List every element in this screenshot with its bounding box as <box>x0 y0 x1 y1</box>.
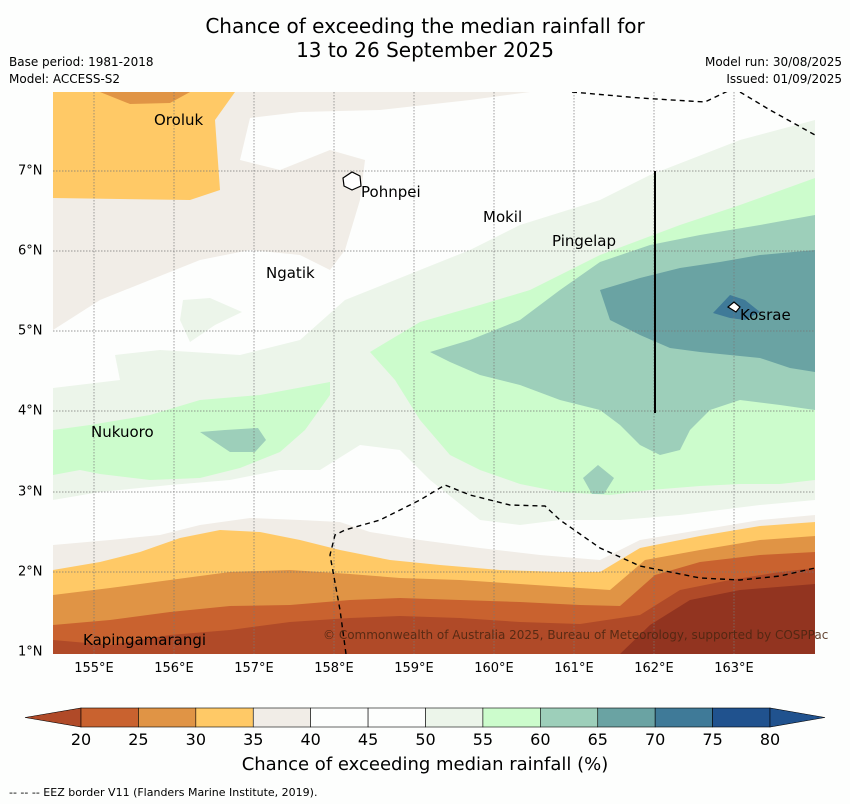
band-60-west <box>53 382 330 480</box>
colorbar-tick: 75 <box>702 730 723 749</box>
colorbar-swatch <box>597 707 656 728</box>
colorbar-swatch <box>367 707 426 728</box>
copyright: © Commonwealth of Australia 2025, Bureau… <box>323 628 829 642</box>
place-label: Oroluk <box>154 111 204 129</box>
pohnpei-island <box>342 171 362 191</box>
y-tick: 5°N <box>18 323 43 339</box>
colorbar-swatch <box>712 707 771 728</box>
grid-lines <box>53 92 815 654</box>
y-tick: 4°N <box>18 403 43 419</box>
band-35-top <box>53 92 235 200</box>
place-label: Pingelap <box>552 232 617 250</box>
colorbar-tick: 60 <box>530 730 551 749</box>
band-15-south <box>620 584 815 654</box>
colorbar-swatch <box>138 707 197 728</box>
y-tick: 6°N <box>18 243 43 259</box>
colorbar-tick: 35 <box>243 730 264 749</box>
colorbar-tick: 45 <box>357 730 379 749</box>
colorbar-tick: 25 <box>128 730 149 749</box>
x-tick: 158°E <box>314 661 354 676</box>
colorbar-tick: 80 <box>759 730 781 749</box>
band-70 <box>600 250 815 372</box>
place-label: Mokil <box>483 208 523 226</box>
colorbar-tick: 30 <box>185 730 207 749</box>
kosrae-island <box>726 301 741 313</box>
title-line-1: Chance of exceeding the median rainfall … <box>205 14 645 38</box>
colorbar-tick: 70 <box>644 730 666 749</box>
colorbar-arrow-low <box>24 707 82 728</box>
colorbar-swatch <box>540 707 599 728</box>
x-tick: 157°E <box>234 661 274 676</box>
colorbar-swatch <box>80 707 139 728</box>
colorbar-swatch <box>195 707 254 728</box>
x-tick: 156°E <box>154 661 194 676</box>
title-line-2: 13 to 26 September 2025 <box>296 38 554 62</box>
colorbar-tick: 20 <box>70 730 92 749</box>
y-tick: 1°N <box>18 644 43 660</box>
x-tick: 155°E <box>74 661 114 676</box>
colorbar <box>24 707 826 728</box>
place-label: Kosrae <box>740 306 791 324</box>
colorbar-swatch <box>482 707 541 728</box>
place-label: Kapingamarangi <box>83 631 207 649</box>
x-tick: 162°E <box>634 661 674 676</box>
base-period: Base period: 1981-2018 <box>9 55 154 69</box>
map-title: Chance of exceeding the median rainfall … <box>0 14 850 62</box>
model-run: Model run: 30/08/2025 <box>704 55 842 69</box>
x-tick: 163°E <box>714 661 754 676</box>
meta-left: Base period: 1981-2018 Model: ACCESS-S2 <box>9 54 154 88</box>
x-tick: 159°E <box>394 661 434 676</box>
x-tick: 161°E <box>554 661 594 676</box>
colorbar-swatch <box>654 707 713 728</box>
place-label: Nukuoro <box>91 423 154 441</box>
colorbar-label: Chance of exceeding median rainfall (%) <box>241 754 609 775</box>
footnote: -- -- -- EEZ border V11 (Flanders Marine… <box>9 786 318 799</box>
colorbar-tick: 55 <box>472 730 494 749</box>
meta-right: Model run: 30/08/2025 Issued: 01/09/2025 <box>705 54 842 88</box>
colorbar-tick: 50 <box>415 730 436 749</box>
model-name: Model: ACCESS-S2 <box>9 72 121 86</box>
colorbar-arrow-high <box>769 707 826 728</box>
band-20-south <box>53 568 815 654</box>
band-65-blob-south <box>583 465 614 494</box>
colorbar-swatch <box>252 707 311 728</box>
x-tick: 160°E <box>474 661 514 676</box>
place-label: Pohnpei <box>361 183 421 201</box>
colorbar-tick: 65 <box>587 730 608 749</box>
y-tick: 7°N <box>18 163 43 179</box>
issued-date: Issued: 01/09/2025 <box>726 72 842 86</box>
y-tick: 2°N <box>18 564 43 580</box>
band-30-top <box>100 92 190 104</box>
colorbar-swatch <box>425 707 484 728</box>
place-label: Ngatik <box>266 264 315 282</box>
colorbar-tick: 40 <box>300 730 321 749</box>
eez-borders <box>329 92 815 654</box>
band-50-pocket <box>378 130 410 152</box>
y-tick: 3°N <box>18 484 43 500</box>
colorbar-swatch <box>310 707 369 728</box>
band-65-blob-west <box>200 428 266 452</box>
map-area <box>53 92 815 654</box>
